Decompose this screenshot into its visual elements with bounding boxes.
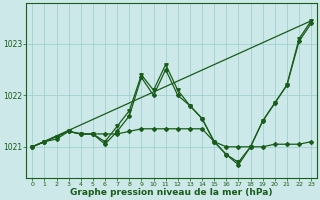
- X-axis label: Graphe pression niveau de la mer (hPa): Graphe pression niveau de la mer (hPa): [70, 188, 273, 197]
